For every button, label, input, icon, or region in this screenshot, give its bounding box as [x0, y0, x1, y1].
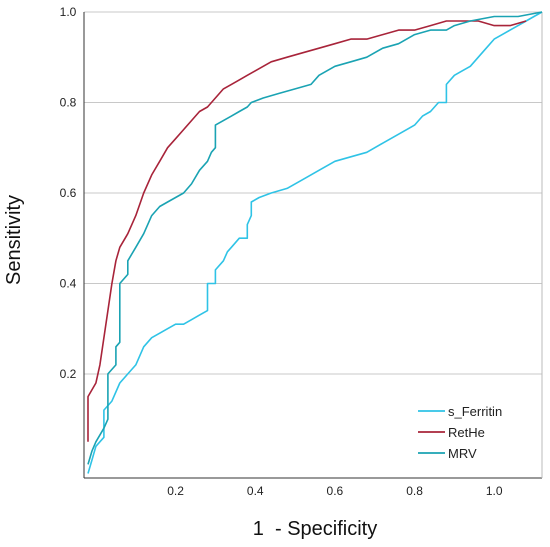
series-line-s-ferritin [87, 11, 543, 474]
legend-label: MRV [448, 446, 477, 461]
y-tick-label: 0.2 [60, 367, 77, 381]
legend-label: s_Ferritin [448, 404, 502, 419]
y-tick-label: 0.4 [60, 276, 77, 290]
x-tick-label: 1.0 [486, 484, 503, 498]
y-tick-labels: 0.2 0.4 0.6 0.8 1.0 [60, 5, 77, 381]
x-tick-label: 0.2 [167, 484, 184, 498]
y-tick-label: 1.0 [60, 5, 77, 19]
grid-lines [84, 11, 542, 375]
y-tick-label: 0.8 [60, 95, 77, 109]
y-tick-label: 0.6 [60, 186, 77, 200]
legend: s_Ferritin RetHe MRV [418, 404, 502, 461]
x-tick-label: 0.8 [406, 484, 423, 498]
x-tick-labels: 0.2 0.4 0.6 0.8 1.0 [167, 484, 503, 498]
x-axis-title: 1 - Specificity [253, 518, 377, 540]
legend-label: RetHe [448, 425, 485, 440]
axes [83, 12, 543, 479]
series-lines [87, 11, 543, 474]
series-line-mrv [87, 11, 543, 465]
x-tick-label: 0.4 [247, 484, 264, 498]
series-line-rethe [87, 20, 527, 442]
y-axis-title: Sensitivity [3, 195, 25, 285]
x-tick-label: 0.6 [327, 484, 344, 498]
